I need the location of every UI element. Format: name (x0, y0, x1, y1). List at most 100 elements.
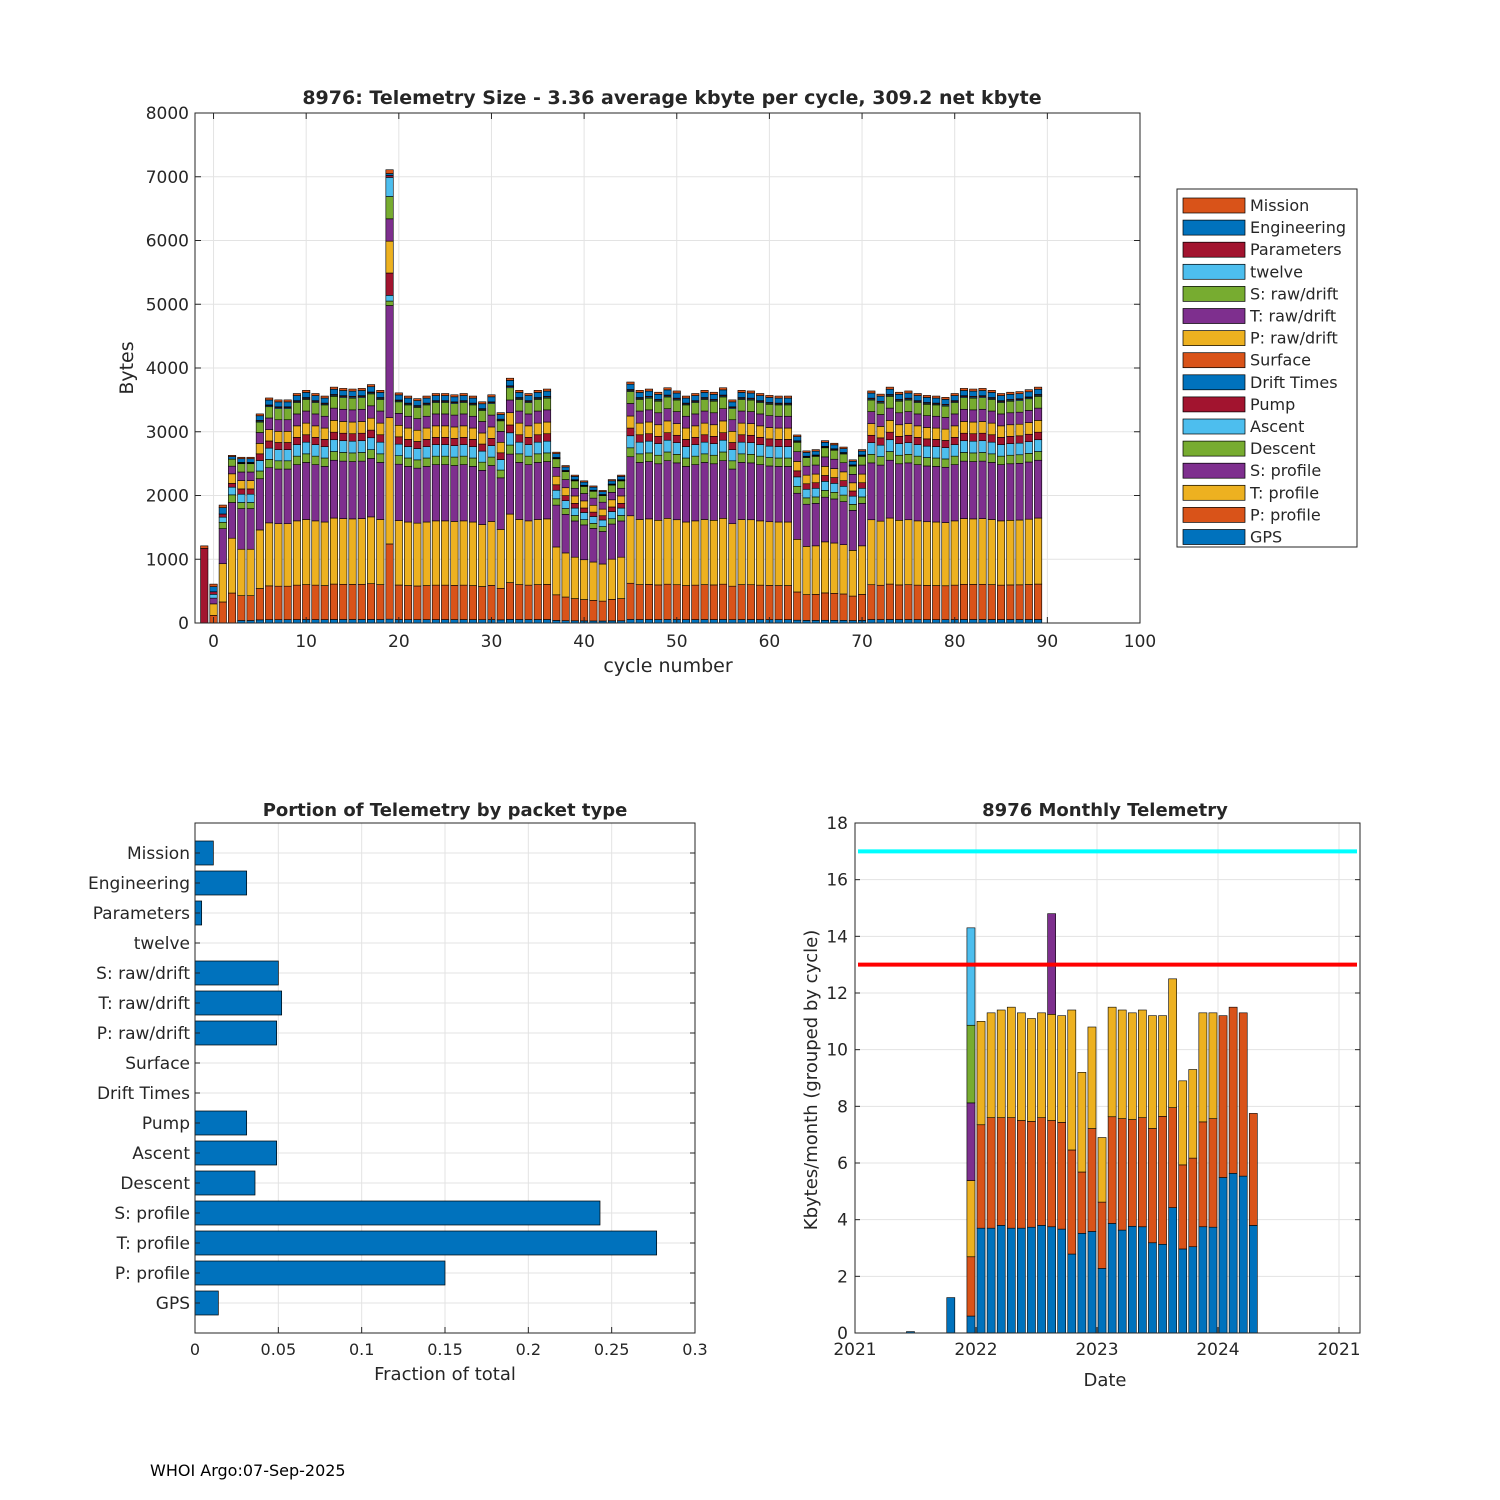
top-bar-segment (1015, 411, 1024, 425)
top-bar-segment (922, 585, 931, 620)
top-bar-segment (802, 488, 811, 499)
top-bar-segment (320, 521, 329, 586)
top-bar-segment (746, 442, 755, 455)
top-bar-segment (858, 464, 867, 475)
top-bar-segment (441, 520, 450, 586)
top-bar-segment (774, 395, 783, 399)
top-bar-segment (895, 520, 904, 586)
top-bar-segment (756, 520, 765, 586)
top-bar-segment (246, 456, 255, 460)
top-bar-segment (617, 503, 626, 509)
top-bar-segment (756, 393, 765, 396)
br-bar-segment (1158, 1116, 1167, 1245)
top-bar-segment (228, 494, 237, 503)
top-bar-segment (283, 619, 292, 624)
top-bar-segment (783, 446, 792, 459)
top-bar-segment (524, 520, 533, 586)
top-bar-segment (672, 584, 681, 620)
top-bar-segment (913, 413, 922, 427)
top-bar-segment (543, 619, 552, 624)
top-bar-segment (793, 539, 802, 593)
br-bar-segment (1238, 1175, 1248, 1334)
top-bar-segment (450, 521, 459, 586)
bl-bar (194, 1200, 601, 1226)
top-chart-title: 8976: Telemetry Size - 3.36 average kbyt… (302, 87, 1041, 109)
top-bar-segment (607, 523, 616, 560)
top-bar-segment (867, 392, 876, 399)
top-bar-segment (580, 559, 589, 600)
top-bar-segment (589, 504, 598, 513)
top-bar-segment (209, 586, 218, 593)
top-bar-segment (802, 457, 811, 467)
top-bar-segment (950, 395, 959, 401)
top-bar-segment (255, 453, 264, 461)
top-bar-segment (422, 404, 431, 417)
top-bar-segment (672, 462, 681, 521)
top-bar-segment (691, 402, 700, 415)
top-bar-segment (922, 397, 931, 403)
top-bar-segment (885, 431, 894, 441)
legend-label: Parameters (1250, 240, 1342, 259)
top-bar-segment (580, 512, 589, 520)
top-bar-segment (997, 395, 1006, 401)
top-bar-segment (505, 424, 515, 434)
top-bar-segment (941, 522, 950, 587)
top-bar-segment (765, 521, 774, 586)
top-bar-segment (783, 397, 792, 404)
top-bar-segment (644, 388, 653, 392)
top-bar-segment (709, 619, 718, 624)
bl-category-label: Drift Times (97, 1084, 190, 1104)
top-bar-segment (728, 431, 737, 443)
top-bar-segment (348, 440, 357, 454)
top-bar-segment (552, 498, 561, 506)
bl-category-label: T: raw/drift (97, 994, 190, 1014)
top-bar-segment (404, 395, 413, 399)
top-bar-segment (728, 619, 737, 624)
top-bar-segment (848, 460, 857, 466)
top-bar-segment (589, 516, 598, 524)
br-bar-segment (976, 1227, 986, 1334)
top-bar-segment (580, 524, 589, 561)
legend-swatch (1182, 440, 1246, 457)
top-bar-segment (524, 444, 533, 457)
top-bar-segment (394, 392, 403, 396)
top-bar-segment (830, 542, 839, 594)
top-bar-segment (987, 434, 996, 443)
top-bar-segment (218, 513, 227, 518)
top-bar-segment (209, 603, 218, 616)
top-bar-segment (431, 619, 440, 624)
top-bar-segment (283, 408, 292, 421)
top-bar-segment (913, 444, 922, 457)
top-bar-segment (1034, 517, 1043, 585)
top-bar-segment (607, 506, 616, 512)
top-bar-segment (728, 408, 737, 421)
top-bar-segment (987, 441, 996, 455)
top-bar-segment (367, 583, 376, 620)
top-bar-segment (867, 423, 876, 436)
top-bar-segment (422, 397, 431, 404)
top-tick-label-y: 5000 (146, 295, 189, 315)
top-bar-segment (867, 584, 876, 620)
top-bar-segment (589, 528, 598, 563)
top-bar-segment (617, 520, 626, 558)
legend-swatch (1182, 263, 1246, 280)
top-bar-segment (265, 619, 274, 624)
top-bar-segment (320, 427, 329, 440)
top-bar-segment (820, 447, 830, 458)
br-bar-segment (1077, 1171, 1087, 1234)
br-bar-segment (1037, 1012, 1046, 1118)
br-tick-label-y: 4 (837, 1211, 848, 1231)
legend-label: Descent (1250, 439, 1316, 458)
top-bar-segment (626, 391, 635, 404)
top-bar-segment (431, 584, 440, 620)
top-bar-segment (496, 587, 505, 621)
top-bar-segment (728, 401, 737, 408)
br-bar-segment (1188, 1157, 1198, 1248)
top-bar-segment (1024, 453, 1033, 463)
legend-swatch (1182, 484, 1246, 501)
top-bar-segment (950, 584, 959, 620)
top-bar-segment (570, 520, 579, 558)
top-bar-segment (394, 436, 403, 445)
br-bar-segment (946, 1297, 956, 1334)
top-bar-segment (941, 417, 950, 430)
